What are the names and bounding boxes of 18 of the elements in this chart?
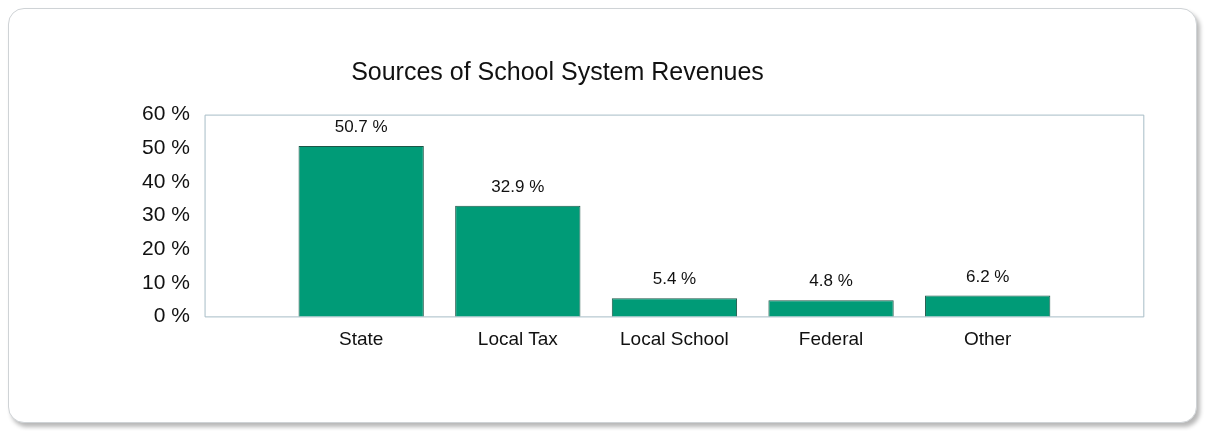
y-tick-label: 20 % [141, 235, 190, 259]
y-tick-label: 30 % [141, 202, 190, 226]
data-label: 6.2 % [965, 266, 1010, 286]
y-tick-label: 0 % [153, 303, 190, 327]
chart-title: Sources of School System Revenues [351, 57, 764, 86]
x-tick-label: Local School [620, 328, 729, 350]
x-tick-label: Other [963, 328, 1013, 350]
data-label: 4.8 % [809, 271, 853, 291]
y-tick-label: 10 % [141, 269, 190, 293]
x-tick-label: State [338, 328, 384, 350]
data-label: 32.9 % [491, 176, 545, 196]
data-label: 5.4 % [652, 269, 697, 289]
x-tick-label: Local Tax [477, 328, 559, 350]
data-label: 50.7 % [334, 117, 388, 137]
y-tick-label: 40 % [141, 168, 190, 192]
y-tick-label: 60 % [141, 101, 190, 125]
x-tick-label: Federal [798, 328, 864, 350]
y-tick-label: 50 % [141, 135, 190, 159]
